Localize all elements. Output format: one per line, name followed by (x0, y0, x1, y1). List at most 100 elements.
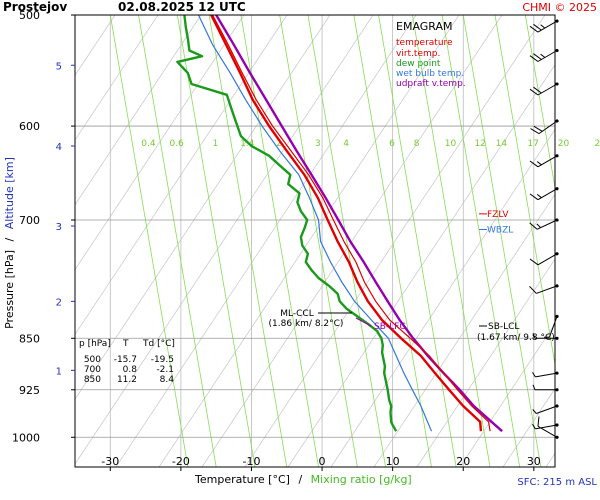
station-title: Prostejov (3, 0, 67, 14)
mixing-ratio-line (176, 15, 256, 467)
dry-adiabat-line (115, 15, 417, 467)
wind-barb (530, 119, 559, 135)
table-cell: 0.8 (123, 365, 138, 375)
temperature-tick-label: 10 (386, 455, 400, 468)
temperature-axis-label: Temperature [°C] (194, 473, 290, 486)
table-header-t: T (122, 339, 129, 349)
altitude-axis: 1 2 3 4 5 (56, 61, 75, 377)
table-header-td: Td [°C] (142, 339, 175, 349)
series-dew-point (176, 15, 398, 432)
credit-text: CHMI © 2025 (522, 1, 597, 14)
mixing-ratio-label: 1.4 (240, 139, 255, 149)
sb-lfc-label: SB-LFC (374, 322, 406, 332)
mixing-ratio-label: 20 (558, 139, 570, 149)
mixing-ratio-line (462, 15, 542, 467)
dry-adiabat-line (545, 452, 555, 467)
mixing-ratio-line (412, 15, 491, 467)
sb-lfc-pointer (355, 317, 372, 327)
mixing-ratio-label: 6 (389, 139, 395, 149)
wind-barb (532, 371, 559, 378)
temperature-tick-label: -30 (101, 455, 119, 468)
mixing-ratio-label: 12 (474, 139, 485, 149)
mixing-ratio-line (353, 15, 432, 467)
wind-barb (529, 82, 559, 96)
mixing-ratio-line (494, 15, 555, 367)
sb-lcl-label: SB-LCL (488, 322, 519, 332)
temperature-tick-label: 30 (527, 455, 541, 468)
dry-adiabat-line (75, 15, 331, 400)
pressure-gridlines (75, 15, 555, 438)
altitude-tick-label: 3 (56, 222, 62, 233)
wind-barb (532, 333, 559, 340)
dry-adiabat-line (75, 15, 202, 206)
dry-adiabat-line (75, 15, 374, 465)
mixing-ratio-label: 0.4 (141, 139, 156, 149)
mixing-ratio-label: 2 (276, 139, 282, 149)
wind-barbs (529, 19, 559, 439)
x-axis-title: Temperature [°C] / Mixing ratio [g/kg] (194, 473, 412, 486)
wbzl-label: WBZL (487, 225, 513, 235)
dry-adiabat-line (244, 15, 546, 467)
dry-adiabat-line (75, 15, 159, 141)
profiles (176, 15, 503, 433)
legend-virt-temp: virt.temp. (396, 49, 440, 59)
mixing-ratio-line (109, 15, 189, 467)
wind-barb (529, 284, 559, 294)
annotations: ML-CCL (1.86 km/ 8.2°C) SB-LFC SB-LCL (1… (269, 309, 555, 343)
dry-adiabat-line (75, 15, 245, 271)
wind-barb (529, 19, 559, 33)
dry-adiabats (75, 15, 555, 467)
mixing-ratio-label: 17 (527, 139, 538, 149)
wind-barb (529, 48, 559, 62)
pressure-tick-label: 925 (19, 384, 40, 397)
sb-lcl-value: (1.67 km/ 9.8 °C) (477, 333, 555, 343)
altitude-tick-label: 5 (56, 61, 62, 72)
mixing-ratio-label: 14 (496, 139, 508, 149)
table-header-p: p [hPa] (79, 339, 111, 349)
series-temperature (210, 15, 483, 432)
pressure-tick-label: 700 (19, 214, 40, 227)
mixing-ratio-line (208, 15, 288, 467)
legend-dew-point: dew point (396, 59, 441, 69)
ml-ccl-label: ML-CCL (280, 309, 313, 319)
surface-note: SFC: 215 m ASL (517, 477, 597, 488)
dry-adiabat-line (459, 323, 555, 467)
mixing-ratio-line (279, 15, 358, 467)
legend-temperature: temperature (396, 38, 453, 48)
y-axis-title: Pressure [hPa] / Altitude [km] (3, 157, 16, 329)
wind-barb (529, 154, 559, 168)
mixing-ratio-line (378, 15, 457, 467)
mixing-ratio-line (524, 15, 555, 190)
x-axis-separator: / (298, 473, 302, 486)
mixing-ratio-label: 1 (213, 139, 219, 149)
temperature-tick-label: -20 (172, 455, 190, 468)
table-cell: -2.1 (156, 365, 174, 375)
altitude-tick-label: 2 (56, 297, 62, 308)
mixing-ratio-line (240, 15, 319, 467)
series-virt-temp (212, 15, 491, 432)
svg-text:Pressure [hPa] / A: Pressure [hPa] / Altitude [km] (3, 157, 16, 329)
mixing-ratio-label: 10 (445, 139, 457, 149)
altitude-axis-label: Altitude [km] (3, 157, 16, 229)
dry-adiabat-line (502, 387, 555, 467)
table-cell: 500 (84, 355, 101, 365)
dry-adiabat-line (201, 15, 503, 467)
ml-ccl-value: (1.86 km/ 8.2°C) (269, 319, 344, 329)
table-cell: -15.7 (114, 355, 137, 365)
mixing-ratio-line (307, 15, 386, 467)
dry-adiabat-line (75, 15, 288, 336)
wind-barb (532, 384, 559, 392)
table-cell: 8.4 (160, 375, 175, 385)
background-lines (75, 15, 555, 467)
temperature-tick-label: 20 (456, 455, 470, 468)
altitude-tick-label: 1 (56, 366, 62, 377)
temperature-axis: -30 -20 -10 0 10 20 30 (101, 455, 541, 471)
legend-updraft: udpraft v.temp. (396, 79, 466, 89)
pressure-tick-label: 1000 (12, 431, 40, 444)
table-cell: 850 (84, 375, 101, 385)
wind-barb (529, 187, 559, 201)
datetime-title: 02.08.2025 12 UTC (118, 0, 246, 14)
pressure-tick-label: 600 (19, 120, 40, 133)
mixing-ratio-label: 3 (315, 139, 321, 149)
